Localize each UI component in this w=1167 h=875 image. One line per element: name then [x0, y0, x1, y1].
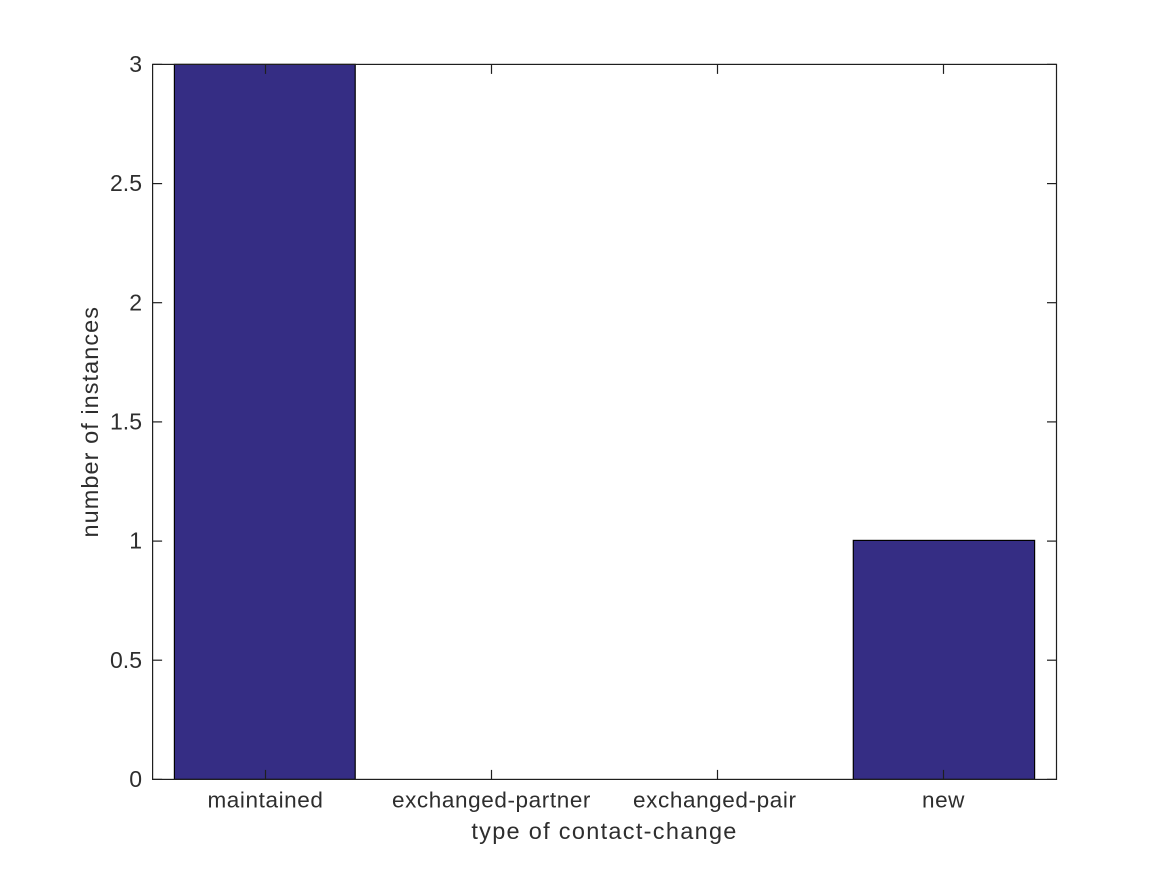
- svg-text:3: 3: [129, 51, 142, 77]
- svg-text:0.5: 0.5: [110, 647, 142, 673]
- svg-text:2: 2: [129, 289, 142, 315]
- svg-text:1: 1: [129, 528, 142, 554]
- svg-text:type of contact-change: type of contact-change: [471, 818, 737, 844]
- svg-text:0: 0: [129, 766, 142, 792]
- svg-text:exchanged-partner: exchanged-partner: [392, 788, 591, 813]
- svg-text:new: new: [922, 788, 965, 813]
- svg-text:number of instances: number of instances: [77, 306, 103, 538]
- svg-text:2.5: 2.5: [110, 170, 142, 196]
- svg-text:exchanged-pair: exchanged-pair: [633, 788, 797, 813]
- svg-text:maintained: maintained: [207, 788, 323, 813]
- svg-text:1.5: 1.5: [110, 409, 142, 435]
